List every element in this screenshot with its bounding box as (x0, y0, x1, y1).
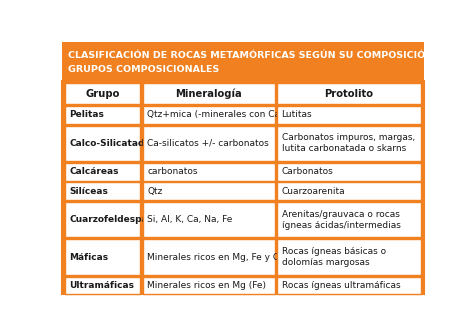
Text: Minerales ricos en Mg, Fe y Ca: Minerales ricos en Mg, Fe y Ca (147, 252, 285, 261)
Text: Ultramáficas: Ultramáficas (69, 281, 134, 290)
FancyBboxPatch shape (62, 82, 424, 294)
FancyBboxPatch shape (143, 83, 274, 104)
Text: Arenitas/grauvaca o rocas
ígneas ácidas/intermedias: Arenitas/grauvaca o rocas ígneas ácidas/… (282, 210, 401, 230)
FancyBboxPatch shape (65, 126, 140, 161)
Text: Calco-Silicatadas: Calco-Silicatadas (69, 139, 156, 148)
Text: carbonatos: carbonatos (147, 167, 198, 176)
FancyBboxPatch shape (143, 126, 274, 161)
Text: Grupo: Grupo (85, 89, 120, 99)
FancyBboxPatch shape (277, 163, 421, 181)
Text: Mineralogía: Mineralogía (175, 89, 242, 99)
Text: Carbonatos impuros, margas,
lutita carbonatada o skarns: Carbonatos impuros, margas, lutita carbo… (282, 133, 415, 154)
FancyBboxPatch shape (277, 83, 421, 104)
Text: Lutitas: Lutitas (282, 111, 312, 120)
FancyBboxPatch shape (65, 239, 140, 275)
Text: CLASIFICACIÓN DE ROCAS METAMÓRFICAS SEGÚN SU COMPOSICIÓN QUÍMICA:: CLASIFICACIÓN DE ROCAS METAMÓRFICAS SEGÚ… (68, 51, 474, 60)
FancyBboxPatch shape (143, 106, 274, 124)
FancyBboxPatch shape (65, 163, 140, 181)
Text: Cuarzoarenita: Cuarzoarenita (282, 187, 345, 196)
Text: Protolito: Protolito (325, 89, 374, 99)
Text: Calcáreas: Calcáreas (69, 167, 118, 176)
Text: Rocas ígneas ultramáficas: Rocas ígneas ultramáficas (282, 281, 400, 290)
FancyBboxPatch shape (143, 277, 274, 294)
Text: Carbonatos: Carbonatos (282, 167, 333, 176)
Text: Qtz+mica (-minerales con Ca): Qtz+mica (-minerales con Ca) (147, 111, 284, 120)
FancyBboxPatch shape (277, 182, 421, 200)
FancyBboxPatch shape (143, 163, 274, 181)
FancyBboxPatch shape (277, 106, 421, 124)
Text: Si, Al, K, Ca, Na, Fe: Si, Al, K, Ca, Na, Fe (147, 215, 233, 224)
Text: Rocas ígneas básicas o
dolomías margosas: Rocas ígneas básicas o dolomías margosas (282, 247, 386, 267)
FancyBboxPatch shape (65, 83, 140, 104)
FancyBboxPatch shape (143, 182, 274, 200)
Text: Máficas: Máficas (69, 252, 108, 261)
Text: Minerales ricos en Mg (Fe): Minerales ricos en Mg (Fe) (147, 281, 266, 290)
FancyBboxPatch shape (277, 277, 421, 294)
Text: Cuarzofeldespáticas: Cuarzofeldespáticas (69, 215, 172, 224)
Text: GRUPOS COMPOSICIONALES: GRUPOS COMPOSICIONALES (68, 65, 219, 74)
FancyBboxPatch shape (65, 106, 140, 124)
FancyBboxPatch shape (277, 202, 421, 237)
FancyBboxPatch shape (65, 277, 140, 294)
FancyBboxPatch shape (143, 239, 274, 275)
FancyBboxPatch shape (62, 42, 424, 80)
FancyBboxPatch shape (277, 126, 421, 161)
FancyBboxPatch shape (143, 202, 274, 237)
FancyBboxPatch shape (65, 202, 140, 237)
FancyBboxPatch shape (277, 239, 421, 275)
Text: Pelitas: Pelitas (69, 111, 104, 120)
Text: Qtz: Qtz (147, 187, 163, 196)
FancyBboxPatch shape (65, 182, 140, 200)
Text: Silíceas: Silíceas (69, 187, 108, 196)
Text: Ca-silicatos +/- carbonatos: Ca-silicatos +/- carbonatos (147, 139, 269, 148)
